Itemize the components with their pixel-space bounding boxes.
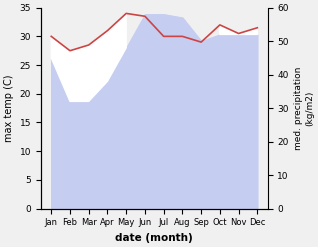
Y-axis label: max temp (C): max temp (C) (4, 74, 14, 142)
X-axis label: date (month): date (month) (115, 233, 193, 243)
Y-axis label: med. precipitation
(kg/m2): med. precipitation (kg/m2) (294, 66, 314, 150)
